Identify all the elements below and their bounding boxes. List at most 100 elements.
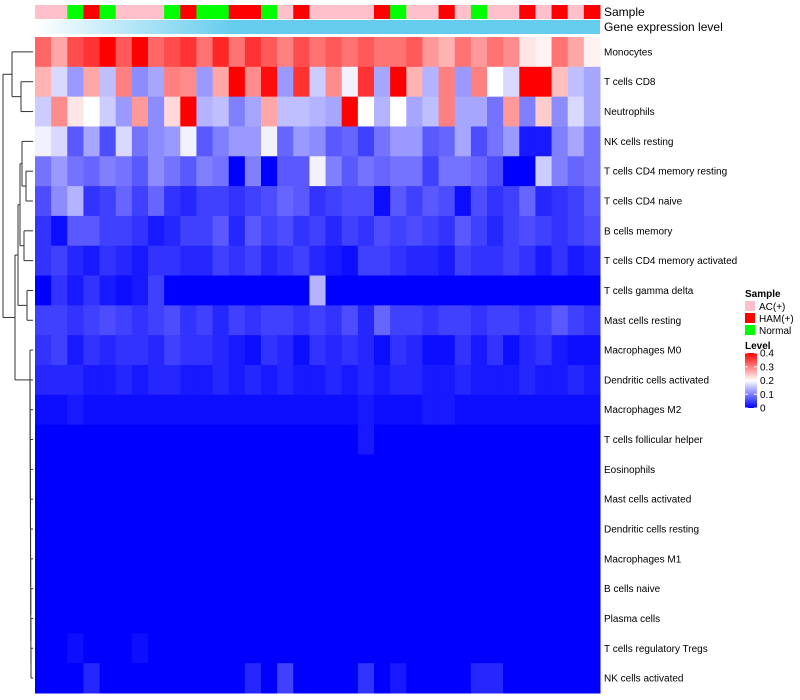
heatmap-cell	[535, 37, 553, 68]
heatmap-cell	[277, 37, 294, 68]
heatmap-cell	[422, 37, 440, 68]
expression-annotation-bar	[35, 20, 600, 34]
heatmap-cell	[67, 663, 84, 694]
heatmap-cell	[503, 573, 520, 605]
heatmap-cell	[293, 573, 310, 605]
heatmap-cell	[583, 335, 601, 366]
heatmap-cell	[180, 394, 197, 426]
heatmap-cell	[309, 126, 327, 157]
heatmap-cell	[487, 663, 504, 694]
heatmap-cell	[277, 215, 294, 247]
heatmap-cell	[164, 215, 181, 247]
sample-cell	[438, 5, 456, 19]
heatmap-cell	[115, 156, 133, 187]
heatmap-cell	[341, 126, 359, 157]
heatmap-cell	[551, 365, 569, 396]
heatmap-cell	[487, 633, 504, 664]
heatmap-cell	[99, 454, 117, 485]
heatmap-cell	[454, 633, 472, 664]
heatmap-cell	[228, 335, 246, 366]
row-label: Macrophages M0	[604, 346, 682, 357]
heatmap-cell	[503, 365, 520, 396]
heatmap-cell	[180, 96, 197, 127]
heatmap-cell	[535, 126, 553, 157]
heatmap-cell	[406, 514, 423, 545]
heatmap-cell	[131, 245, 149, 277]
row-label: NK cells activated	[604, 674, 683, 685]
sample-cell	[180, 5, 197, 19]
heatmap-cell	[164, 156, 181, 187]
heatmap-cell	[390, 454, 407, 485]
heatmap-cell	[244, 305, 262, 336]
heatmap-cell	[228, 454, 246, 485]
heatmap-cell	[277, 365, 294, 396]
heatmap-cell	[583, 514, 601, 545]
heatmap-cell	[244, 66, 262, 98]
heatmap-cell	[519, 603, 536, 634]
heatmap-cell	[35, 603, 52, 634]
heatmap-cell	[503, 543, 520, 575]
heatmap-cell	[567, 156, 585, 187]
heatmap-cell	[374, 573, 391, 605]
heatmap-cell	[583, 633, 601, 664]
heatmap-cell	[470, 186, 488, 217]
sample-cell	[487, 5, 504, 19]
sample-cell	[325, 5, 343, 19]
heatmap-cell	[261, 126, 278, 157]
heatmap-cell	[115, 305, 133, 336]
heatmap-cell	[212, 603, 230, 634]
heatmap-cell	[583, 186, 601, 217]
row-label: T cells CD8	[604, 77, 656, 88]
heatmap-cell	[583, 663, 601, 694]
heatmap-cell	[503, 394, 520, 426]
legend-label-hamplus: HAM(+)	[759, 314, 794, 325]
heatmap-cell	[83, 484, 101, 515]
heatmap-cell	[470, 215, 488, 247]
heatmap-cell	[406, 126, 423, 157]
heatmap-cell	[422, 275, 440, 306]
heatmap-cell	[164, 275, 181, 306]
heatmap-cell	[261, 484, 278, 515]
heatmap-cell	[261, 514, 278, 545]
heatmap-cell	[470, 275, 488, 306]
heatmap-cell	[293, 484, 310, 515]
heatmap-cell	[51, 156, 68, 187]
heatmap-cell	[341, 37, 359, 68]
legend-label-normal: Normal	[759, 326, 791, 337]
heatmap-cell	[212, 424, 230, 455]
heatmap-cell	[131, 305, 149, 336]
heatmap-cell	[309, 603, 327, 634]
heatmap-cell	[583, 305, 601, 336]
heatmap-cell	[422, 633, 440, 664]
heatmap-cell	[341, 573, 359, 605]
heatmap-cell	[180, 543, 197, 575]
heatmap-cell	[277, 663, 294, 694]
heatmap-cell	[180, 156, 197, 187]
heatmap-cell	[115, 543, 133, 575]
heatmap-cell	[212, 454, 230, 485]
heatmap-cell	[99, 633, 117, 664]
heatmap-cell	[148, 335, 165, 366]
heatmap-cell	[35, 335, 52, 366]
expression-level-bar	[35, 20, 600, 34]
heatmap-cell	[390, 365, 407, 396]
heatmap-cell	[422, 454, 440, 485]
heatmap-cell	[131, 37, 149, 68]
heatmap-cell	[374, 394, 391, 426]
heatmap-cell	[51, 424, 68, 455]
heatmap-cell	[83, 66, 101, 98]
heatmap-cell	[325, 394, 343, 426]
heatmap-cell	[83, 126, 101, 157]
heatmap-cell	[341, 335, 359, 366]
heatmap-cell	[261, 305, 278, 336]
heatmap-cell	[277, 96, 294, 127]
row-label: Mast cells resting	[604, 316, 681, 327]
heatmap-cell	[293, 245, 310, 277]
heatmap-cell	[374, 126, 391, 157]
heatmap-cell	[551, 484, 569, 515]
heatmap-cell	[422, 543, 440, 575]
heatmap-cell	[470, 424, 488, 455]
heatmap-cell	[309, 215, 327, 247]
heatmap-cell	[261, 335, 278, 366]
heatmap-cell	[309, 37, 327, 68]
